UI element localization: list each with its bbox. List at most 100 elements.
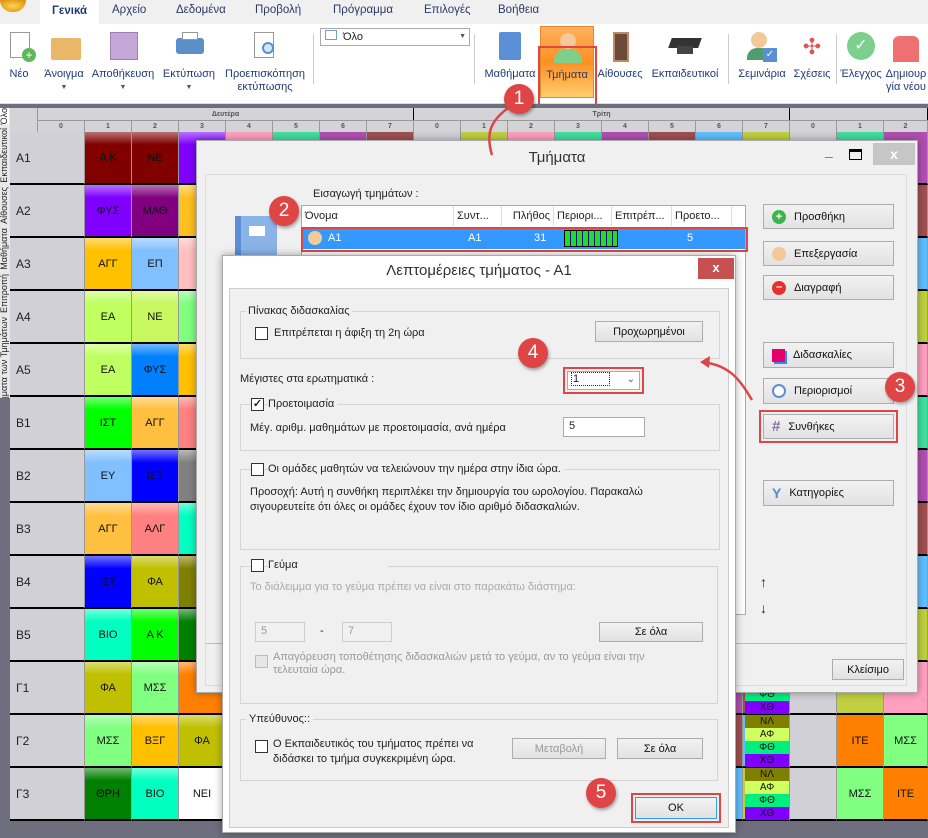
empty-cell[interactable] <box>38 609 85 662</box>
row-label-Β5[interactable]: Β5 <box>10 609 38 662</box>
lesson-cell[interactable]: ΙΣΤ <box>85 556 132 609</box>
empty-cell[interactable] <box>38 450 85 503</box>
lesson-cell[interactable]: ΒΙΟ <box>132 768 179 821</box>
subjects-button[interactable]: Μαθήματα <box>480 30 540 81</box>
row-label-Β3[interactable]: Β3 <box>10 503 38 556</box>
classes-button[interactable]: Τμήματα <box>540 26 594 98</box>
prep-checkbox[interactable]: ✓ <box>251 398 264 411</box>
tab-help[interactable]: Βοήθεια <box>498 4 540 16</box>
lesson-cell[interactable]: ΝΕ <box>132 291 179 344</box>
change-button[interactable]: Μεταβολή <box>512 738 606 759</box>
conditions-button[interactable]: # Συνθήκες <box>763 414 894 439</box>
empty-cell[interactable] <box>38 132 85 185</box>
lesson-cell[interactable]: ΦΑ <box>132 556 179 609</box>
lesson-cell[interactable]: ΙΤΕ <box>837 715 884 768</box>
allow-second-hour-checkbox[interactable] <box>255 327 268 340</box>
row-label-Β1[interactable]: Β1 <box>10 397 38 450</box>
row-label-Γ1[interactable]: Γ1 <box>10 662 38 715</box>
responsible-checkbox[interactable] <box>255 740 268 753</box>
stacked-lesson[interactable]: ΑΦ <box>745 728 790 741</box>
lesson-cell[interactable]: ΜΑΘ <box>132 185 179 238</box>
lesson-cell[interactable]: Α Κ <box>132 609 179 662</box>
empty-cell[interactable] <box>38 768 85 821</box>
empty-cell[interactable] <box>38 662 85 715</box>
empty-cell[interactable] <box>38 556 85 609</box>
lesson-cell[interactable]: ΜΣΣ <box>837 768 884 821</box>
column-header-allowed[interactable]: Επιτρέπ... <box>612 206 672 226</box>
empty-cell[interactable] <box>38 291 85 344</box>
stacked-lesson[interactable]: ΧΘ <box>745 754 790 767</box>
stacked-lesson[interactable]: ΧΘ <box>745 807 790 820</box>
stacked-lesson[interactable]: ΧΘ <box>745 701 790 714</box>
lesson-cell[interactable]: ΕΥ <box>85 450 132 503</box>
teachers-button[interactable]: Εκπαιδευτικοί <box>646 30 724 81</box>
close-button[interactable]: x <box>698 258 734 279</box>
minimize-button[interactable]: _ <box>825 143 833 159</box>
relations-button[interactable]: ✣ Σχέσεις <box>791 30 833 81</box>
table-row-selected[interactable]: Α1 Α1 31 5 <box>302 228 745 249</box>
maximize-button[interactable] <box>849 149 862 160</box>
row-label-Γ3[interactable]: Γ3 <box>10 768 38 821</box>
stacked-lesson[interactable]: ΝΛ <box>745 768 790 781</box>
print-preview-button[interactable]: Προεπισκόπηση εκτύπωσης <box>220 30 310 94</box>
row-label-Β2[interactable]: Β2 <box>10 450 38 503</box>
lesson-cell[interactable]: ΘΡΗ <box>85 768 132 821</box>
lesson-cell[interactable]: ΦΑ <box>179 715 226 768</box>
lesson-cell[interactable]: ΒΞΓ <box>132 715 179 768</box>
column-header-count[interactable]: Πλήθος <box>502 206 554 226</box>
row-label-Β4[interactable]: Β4 <box>10 556 38 609</box>
column-header-constraints[interactable]: Περιορι... <box>554 206 612 226</box>
empty-cell[interactable] <box>38 503 85 556</box>
empty-cell[interactable] <box>38 185 85 238</box>
row-label-Γ2[interactable]: Γ2 <box>10 715 38 768</box>
lesson-cell[interactable]: ΦΥΣ <box>85 185 132 238</box>
lesson-cell[interactable]: ΙΣΤ <box>132 450 179 503</box>
tab-general[interactable]: Γενικά <box>40 0 100 24</box>
tab-options[interactable]: Επιλογές <box>424 4 471 16</box>
row-label-Α1[interactable]: Α1 <box>10 132 38 185</box>
row-label-Α5[interactable]: Α5 <box>10 344 38 397</box>
ok-button[interactable]: OK <box>635 797 717 819</box>
column-header-short[interactable]: Συντ... <box>454 206 502 226</box>
tab-schedule[interactable]: Πρόγραμμα <box>333 4 394 16</box>
row-label-Α3[interactable]: Α3 <box>10 238 38 291</box>
save-button[interactable]: Αποθήκευση ▼ <box>90 30 156 94</box>
column-header-prep[interactable]: Προετο... <box>672 206 732 226</box>
lesson-cell[interactable]: ΕΠ <box>132 238 179 291</box>
prep-max-input[interactable]: 5 <box>563 417 645 437</box>
new-button[interactable]: + Νέο <box>4 30 36 81</box>
lesson-cell[interactable]: ΕΑ <box>85 344 132 397</box>
lesson-cell[interactable]: ΙΤΕ <box>884 768 928 821</box>
stacked-lesson[interactable]: ΑΦ <box>745 781 790 794</box>
empty-cell[interactable] <box>38 238 85 291</box>
add-button[interactable]: + Προσθήκη <box>763 204 894 229</box>
column-header-name[interactable]: Όνομα <box>302 206 454 226</box>
lunch-from-input[interactable]: 5 <box>255 622 305 642</box>
tab-file[interactable]: Αρχείο <box>112 4 147 16</box>
print-button[interactable]: Εκτύπωση ▼ <box>160 30 218 94</box>
lesson-cell[interactable]: ΝΕ <box>132 132 179 185</box>
lesson-cell[interactable]: ΑΛΓ <box>132 503 179 556</box>
open-button[interactable]: Άνοιγμα ▼ <box>40 30 88 94</box>
empty-cell[interactable] <box>38 397 85 450</box>
lesson-cell[interactable]: ΒΙΟ <box>85 609 132 662</box>
seminars-button[interactable]: ✓ Σεμινάρια <box>734 30 790 81</box>
create-new-button[interactable]: Δημιουργία νέου <box>884 30 928 94</box>
lesson-cell[interactable]: ΜΣΣ <box>884 715 928 768</box>
lunch-forbid-checkbox[interactable] <box>255 655 268 668</box>
rooms-button[interactable]: Αίθουσες <box>596 30 644 81</box>
stacked-lesson[interactable]: ΦΘ <box>745 741 790 754</box>
view-select[interactable]: Όλο ▼ <box>320 28 470 46</box>
lesson-cell[interactable]: ΜΣΣ <box>132 662 179 715</box>
lesson-cell[interactable]: ΑΓΓ <box>132 397 179 450</box>
categories-button[interactable]: Y Κατηγορίες <box>763 480 894 506</box>
stacked-lesson[interactable]: ΝΛ <box>745 715 790 728</box>
lesson-cell[interactable] <box>790 768 837 821</box>
app-logo-icon[interactable] <box>0 0 26 12</box>
row-label-Α4[interactable]: Α4 <box>10 291 38 344</box>
lesson-cell[interactable]: ΙΣΤ <box>85 397 132 450</box>
row-label-Α2[interactable]: Α2 <box>10 185 38 238</box>
lesson-cell[interactable]: ΑΓΓ <box>85 238 132 291</box>
lesson-cell[interactable]: ΝΕΙ <box>179 768 226 821</box>
lesson-cell[interactable]: ΦΥΣ <box>132 344 179 397</box>
